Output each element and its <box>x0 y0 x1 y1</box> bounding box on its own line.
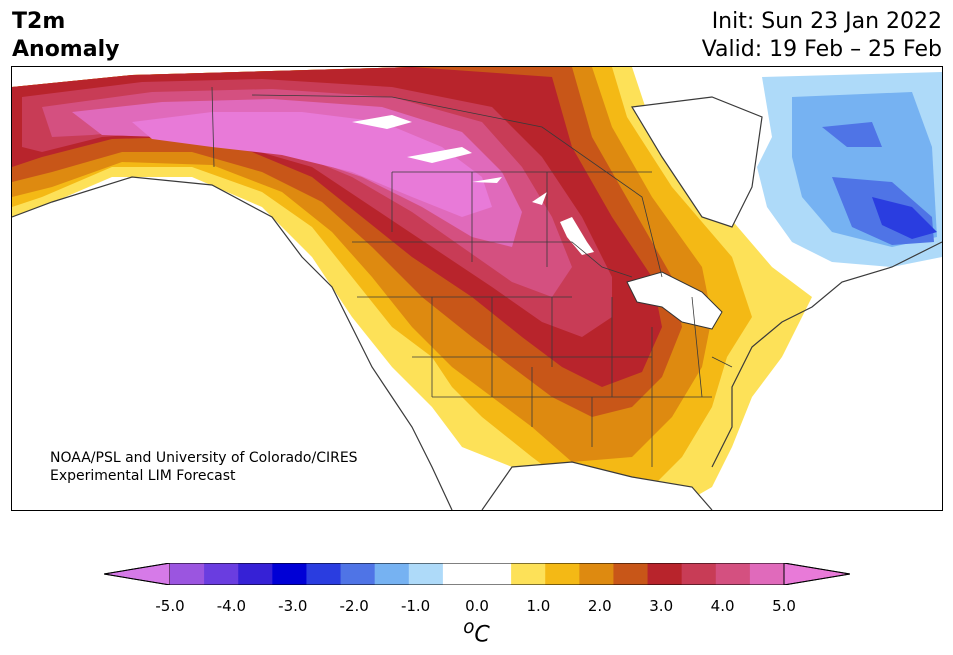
colorbar-segment <box>442 563 478 585</box>
colorbar-tick-label: -1.0 <box>400 597 431 615</box>
cold-band-5 <box>822 122 882 147</box>
colorbar-tick-label: -4.0 <box>216 597 247 615</box>
colorbar-segment <box>408 563 444 585</box>
title-subtitle: Anomaly <box>12 37 120 62</box>
colorbar-unit: oC <box>463 617 490 648</box>
forecast-dates: Init: Sun 23 Jan 2022 Valid: 19 Feb – 25… <box>702 8 942 64</box>
coastline <box>12 96 942 510</box>
colorbar-tick-label: 3.0 <box>649 597 674 615</box>
colorbar-segment <box>545 563 580 585</box>
colorbar-segment <box>340 563 376 585</box>
colorbar-svg <box>103 562 851 586</box>
colorbar-segment <box>715 563 751 585</box>
colorbar-segment <box>749 563 785 585</box>
colorbar-tick-label: -2.0 <box>339 597 369 615</box>
colorbar-tick-label: 2.0 <box>587 597 612 615</box>
great-lakes <box>626 271 723 330</box>
valid-dates: Valid: 19 Feb – 25 Feb <box>701 37 942 62</box>
pacific-ocean <box>12 177 452 510</box>
gulf-of-mexico <box>482 462 712 510</box>
colorbar-segment <box>306 563 342 585</box>
political-borders <box>211 86 733 467</box>
init-date: Init: Sun 23 Jan 2022 <box>711 9 942 34</box>
lake-4 <box>532 192 547 205</box>
anomaly-map: NOAA/PSL and University of Colorado/CIRE… <box>11 66 943 511</box>
credit-text: NOAA/PSL and University of Colorado/CIRE… <box>50 449 358 485</box>
colorbar <box>103 562 851 586</box>
colorbar-tick-label: -5.0 <box>155 597 185 615</box>
hudson-bay <box>632 97 762 227</box>
colorbar-segment <box>647 563 683 585</box>
colorbar-segment <box>579 563 614 585</box>
colorbar-segment <box>204 563 239 585</box>
colorbar-tick-label: 0.0 <box>465 597 489 615</box>
colorbar-extend-low <box>103 562 171 586</box>
map-title: T2m Anomaly <box>12 8 119 64</box>
colorbar-segment <box>170 563 205 585</box>
colorbar-segment <box>477 563 512 585</box>
colorbar-tick-label: 4.0 <box>710 597 735 615</box>
colorbar-tick-label: 1.0 <box>526 597 551 615</box>
lake-3 <box>472 177 502 183</box>
lake-1 <box>352 115 412 129</box>
colorbar-segment <box>511 563 546 585</box>
cold-band-4 <box>872 197 937 239</box>
lake-2 <box>407 147 472 163</box>
colorbar-segment <box>613 563 649 585</box>
anomaly-band-9 <box>132 112 492 217</box>
colorbar-tick-label: 5.0 <box>772 597 796 615</box>
colorbar-segment <box>374 563 410 585</box>
title-variable: T2m <box>12 9 66 34</box>
colorbar-segment <box>238 563 273 585</box>
lake-winnipeg <box>560 217 594 255</box>
map-svg <box>12 67 942 510</box>
colorbar-tick-label: -3.0 <box>278 597 308 615</box>
colorbar-segment <box>681 563 717 585</box>
colorbar-segment <box>272 563 307 585</box>
colorbar-extend-high <box>783 562 851 586</box>
atlantic-ocean <box>712 267 942 510</box>
credit-line-2: Experimental LIM Forecast <box>50 468 236 484</box>
credit-line-1: NOAA/PSL and University of Colorado/CIRE… <box>50 450 358 466</box>
